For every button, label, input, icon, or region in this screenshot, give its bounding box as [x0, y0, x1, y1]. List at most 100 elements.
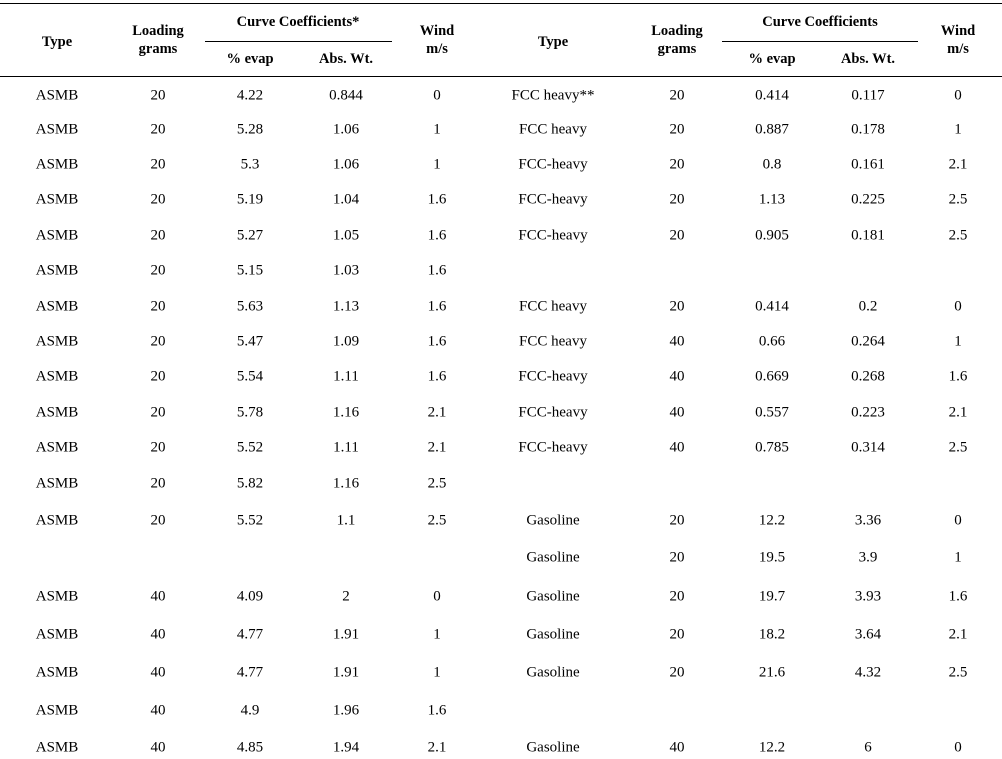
right-abs-wt-cell: 3.9: [858, 549, 878, 566]
right-evap-cell: 18.2: [758, 626, 786, 643]
right-evap-cell: 0.557: [755, 404, 789, 421]
left-evap-cell: 5.15: [236, 262, 264, 279]
header-left-loading-line2: grams: [138, 40, 178, 57]
right-loading-cell: 20: [669, 588, 685, 605]
left-abs-wt-cell: 1.04: [332, 191, 360, 208]
right-evap-cell: 0.669: [755, 368, 789, 385]
left-abs-wt-cell: 1.1: [336, 512, 356, 529]
left-wind-cell: 1: [433, 626, 441, 643]
right-evap-cell: 19.5: [758, 549, 786, 566]
right-evap-cell: 0.905: [755, 227, 789, 244]
left-type-cell: ASMB: [35, 333, 79, 350]
right-type-cell: FCC-heavy: [518, 404, 588, 421]
left-evap-cell: 5.52: [236, 512, 264, 529]
left-evap-cell: 5.27: [236, 227, 264, 244]
header-left-curve-coefficients: Curve Coefficients*: [236, 13, 360, 30]
left-type-cell: ASMB: [35, 121, 79, 138]
right-abs-wt-cell: 0.178: [851, 121, 885, 138]
left-wind-cell: 1.6: [427, 368, 447, 385]
right-abs-wt-cell: 3.64: [854, 626, 882, 643]
header-right-abs-wt: Abs. Wt.: [840, 50, 896, 67]
left-wind-cell: 0: [433, 87, 441, 104]
left-abs-wt-cell: 1.96: [332, 702, 360, 719]
right-wind-cell: 2.1: [948, 156, 968, 173]
left-wind-cell: 2.1: [427, 739, 447, 756]
left-loading-cell: 20: [150, 227, 166, 244]
right-loading-cell: 40: [669, 439, 685, 456]
left-type-cell: ASMB: [35, 588, 79, 605]
right-abs-wt-cell: 0.268: [851, 368, 885, 385]
header-right-loading-line2: grams: [657, 40, 697, 57]
right-wind-cell: 0: [954, 512, 962, 529]
right-wind-cell: 0: [954, 87, 962, 104]
header-right-loading-line1: Loading: [651, 22, 703, 39]
right-type-cell: Gasoline: [526, 512, 580, 529]
right-loading-cell: 40: [669, 739, 685, 756]
left-evap-cell: 5.47: [236, 333, 264, 350]
left-abs-wt-cell: 2: [342, 588, 350, 605]
right-abs-wt-cell: 0.314: [851, 439, 885, 456]
left-evap-cell: 4.22: [236, 87, 264, 104]
left-abs-wt-cell: 1.03: [332, 262, 360, 279]
left-abs-wt-cell: 1.11: [333, 368, 359, 385]
right-abs-wt-cell: 0.161: [851, 156, 885, 173]
left-loading-cell: 20: [150, 404, 166, 421]
left-loading-cell: 40: [150, 588, 166, 605]
left-abs-wt-cell: 1.16: [332, 475, 360, 492]
right-loading-cell: 20: [669, 121, 685, 138]
left-loading-cell: 20: [150, 512, 166, 529]
left-loading-cell: 20: [150, 262, 166, 279]
left-abs-wt-cell: 1.11: [333, 439, 359, 456]
left-abs-wt-cell: 1.09: [332, 333, 360, 350]
left-wind-cell: 2.5: [427, 512, 447, 529]
left-loading-cell: 40: [150, 702, 166, 719]
left-loading-cell: 20: [150, 333, 166, 350]
left-type-cell: ASMB: [35, 739, 79, 756]
right-wind-cell: 2.5: [948, 664, 968, 681]
right-abs-wt-cell: 4.32: [854, 664, 882, 681]
right-loading-cell: 20: [669, 298, 685, 315]
right-wind-cell: 2.5: [948, 439, 968, 456]
right-type-cell: FCC-heavy: [518, 191, 588, 208]
left-evap-cell: 4.09: [236, 588, 264, 605]
left-wind-cell: 1: [433, 121, 441, 138]
left-loading-cell: 20: [150, 191, 166, 208]
right-wind-cell: 1: [954, 549, 962, 566]
left-loading-cell: 40: [150, 664, 166, 681]
header-right-type: Type: [537, 33, 569, 50]
right-wind-cell: 1.6: [948, 368, 968, 385]
left-type-cell: ASMB: [35, 156, 79, 173]
right-wind-cell: 1.6: [948, 588, 968, 605]
left-evap-cell: 4.77: [236, 664, 264, 681]
right-abs-wt-cell: 0.225: [851, 191, 885, 208]
right-abs-wt-cell: 0.223: [851, 404, 885, 421]
right-type-cell: FCC heavy: [519, 333, 587, 350]
left-abs-wt-cell: 1.13: [332, 298, 360, 315]
right-type-cell: Gasoline: [526, 626, 580, 643]
right-evap-cell: 0.887: [755, 121, 789, 138]
left-wind-cell: 2.5: [427, 475, 447, 492]
right-type-cell: Gasoline: [526, 664, 580, 681]
header-right-wind-line2: m/s: [947, 40, 969, 57]
right-abs-wt-cell: 0.181: [851, 227, 885, 244]
header-left-wind-line2: m/s: [426, 40, 448, 57]
left-type-cell: ASMB: [35, 404, 79, 421]
left-evap-cell: 5.19: [236, 191, 264, 208]
right-loading-cell: 20: [669, 512, 685, 529]
left-evap-cell: 5.63: [236, 298, 264, 315]
left-type-cell: ASMB: [35, 512, 79, 529]
header-bottom-rule: [0, 76, 1002, 77]
curve-coefficients-left-rule: [205, 41, 392, 42]
right-evap-cell: 21.6: [758, 664, 786, 681]
right-evap-cell: 0.8: [762, 156, 782, 173]
left-evap-cell: 5.78: [236, 404, 264, 421]
left-evap-cell: 5.52: [236, 439, 264, 456]
left-abs-wt-cell: 1.06: [332, 156, 360, 173]
right-abs-wt-cell: 0.2: [858, 298, 878, 315]
right-evap-cell: 1.13: [758, 191, 786, 208]
left-type-cell: ASMB: [35, 227, 79, 244]
left-abs-wt-cell: 1.05: [332, 227, 360, 244]
left-evap-cell: 5.3: [240, 156, 260, 173]
left-loading-cell: 40: [150, 626, 166, 643]
right-loading-cell: 20: [669, 664, 685, 681]
